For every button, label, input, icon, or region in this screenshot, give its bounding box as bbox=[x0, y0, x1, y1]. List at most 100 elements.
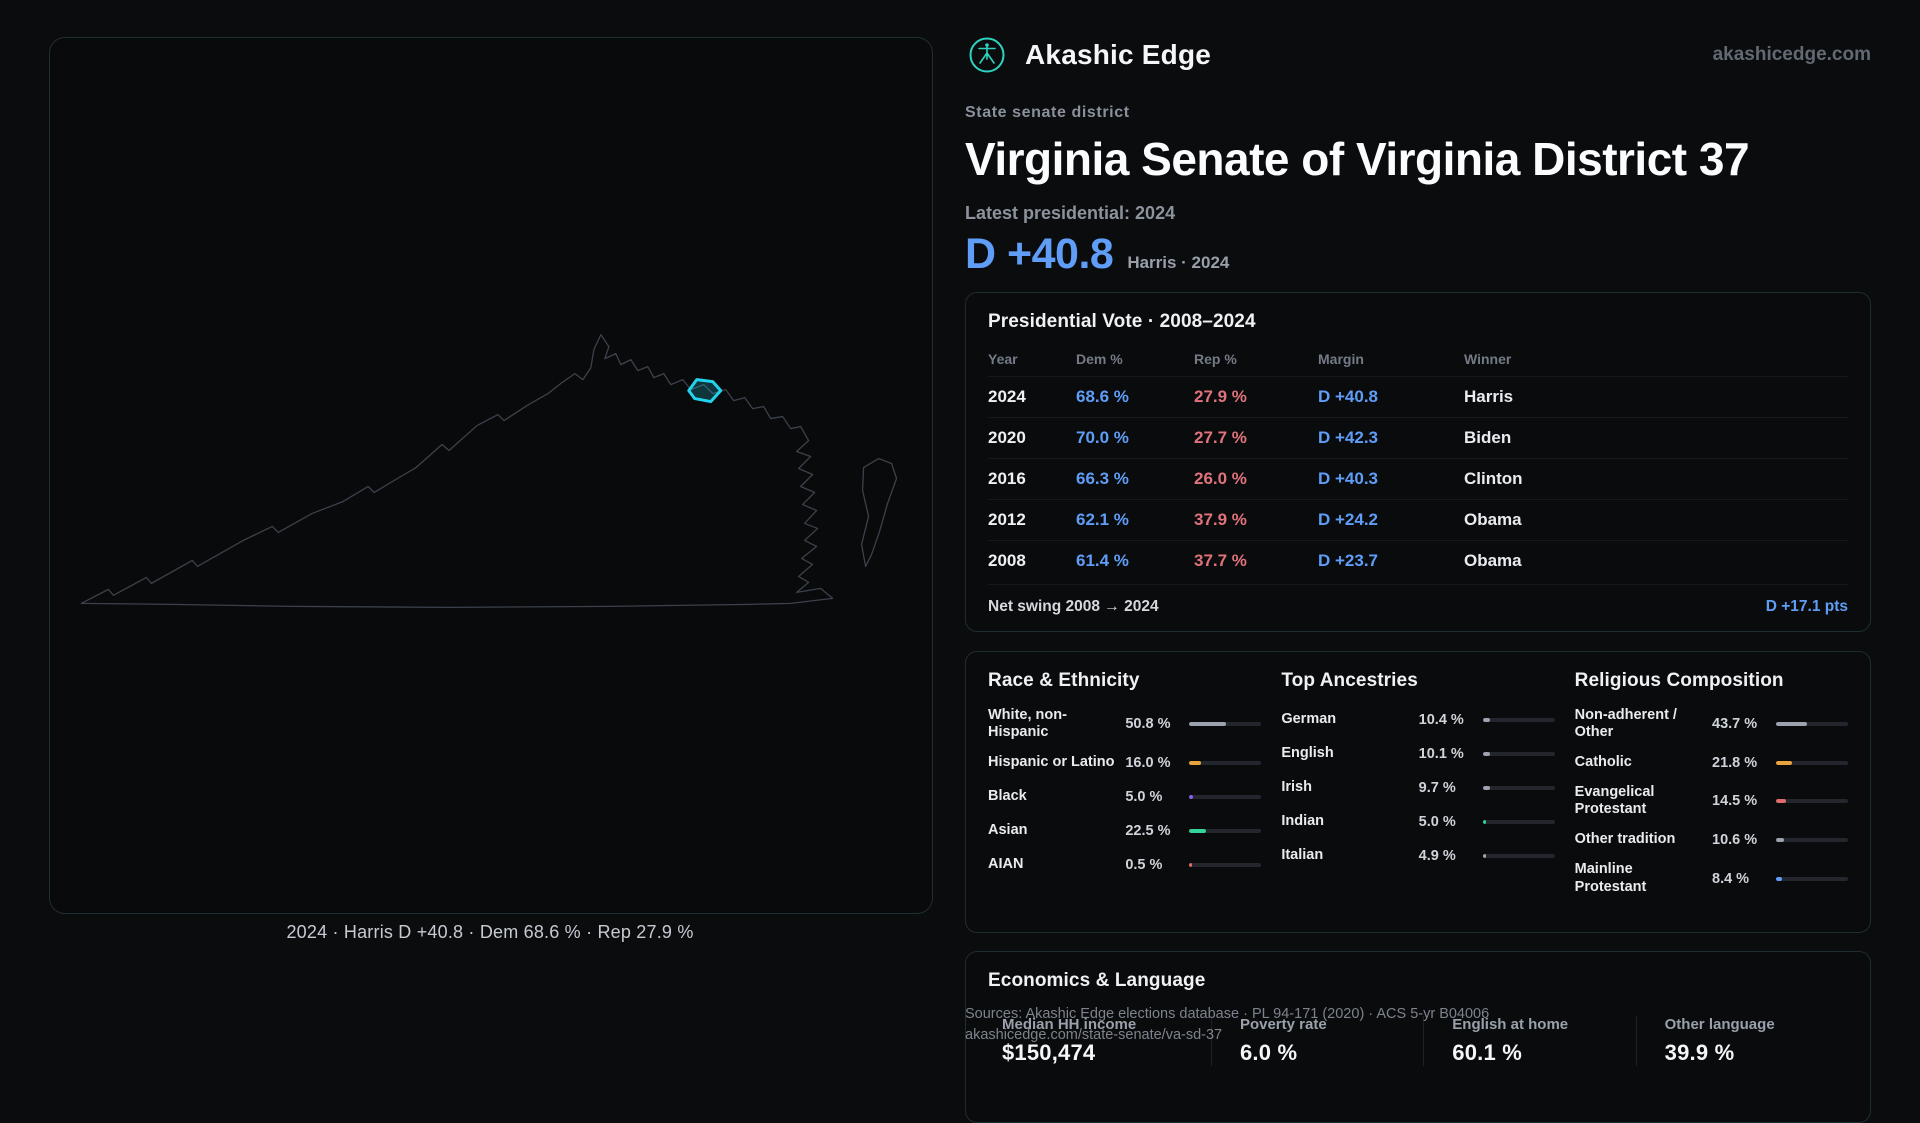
religion-column: Religious Composition Non-adherent / Oth… bbox=[1575, 670, 1848, 914]
cell-winner: Obama bbox=[1464, 551, 1522, 570]
col-winner: Winner bbox=[1464, 351, 1512, 367]
page: { "colors": { "dem": "#5f9df7", "rep": "… bbox=[49, 37, 1871, 1123]
demo-bar bbox=[1482, 853, 1555, 858]
cell-margin: D +40.3 bbox=[1318, 469, 1379, 488]
cell-rep-pct: 37.9 % bbox=[1194, 510, 1247, 529]
sources-line: Sources: Akashic Edge elections database… bbox=[965, 1006, 1490, 1022]
demo-item: English 10.1 % bbox=[1281, 741, 1555, 766]
district-shape[interactable] bbox=[687, 378, 723, 404]
presidential-table: Year Dem % Rep % Margin Winner 2024 68.6… bbox=[988, 345, 1848, 616]
cell-year: 2020 bbox=[988, 428, 1026, 447]
ancestries-column: Top Ancestries German 10.4 % English 10.… bbox=[1281, 670, 1555, 914]
demo-label: Hispanic or Latino bbox=[988, 754, 1115, 771]
stat-median-income: Median HH income $150,474 bbox=[988, 1016, 1211, 1066]
cell-margin: D +40.8 bbox=[1318, 387, 1379, 406]
stat-english-at-home: English at home 60.1 % bbox=[1423, 1016, 1635, 1066]
demo-bar bbox=[1482, 785, 1555, 790]
eastern-shore-outline bbox=[860, 457, 898, 568]
demo-value: 21.8 % bbox=[1712, 754, 1758, 771]
stat-value: 6.0 % bbox=[1239, 1040, 1298, 1065]
table-header-row: Year Dem % Rep % Margin Winner bbox=[988, 345, 1848, 376]
ancestries-title: Top Ancestries bbox=[1281, 670, 1418, 691]
cell-winner: Harris bbox=[1464, 387, 1514, 406]
demo-value: 10.4 % bbox=[1418, 711, 1464, 728]
demo-label: Asian bbox=[988, 822, 1028, 839]
cell-year: 2008 bbox=[988, 551, 1026, 570]
economics-title: Economics & Language bbox=[988, 970, 1206, 991]
demo-value: 14.5 % bbox=[1712, 793, 1758, 810]
brand-name: Akashic Edge bbox=[1025, 39, 1212, 70]
demo-bar bbox=[1482, 751, 1555, 756]
stat-value: 39.9 % bbox=[1664, 1040, 1735, 1065]
demo-item: Hispanic or Latino 16.0 % bbox=[988, 750, 1262, 775]
demo-bar bbox=[1776, 722, 1848, 727]
race-title: Race & Ethnicity bbox=[988, 670, 1140, 691]
district-type-label: State senate district bbox=[965, 104, 1130, 121]
demo-item: Black 5.0 % bbox=[988, 784, 1262, 809]
cell-dem-pct: 61.4 % bbox=[1076, 551, 1129, 570]
demo-item: Other tradition 10.6 % bbox=[1575, 827, 1848, 852]
demo-label: English bbox=[1281, 744, 1334, 761]
demo-label: Italian bbox=[1281, 846, 1324, 863]
district-map-panel bbox=[49, 37, 933, 914]
cell-dem-pct: 68.6 % bbox=[1076, 387, 1129, 406]
race-ethnicity-column: Race & Ethnicity White, non-Hispanic 50.… bbox=[988, 670, 1262, 914]
demo-label: Mainline Protestant bbox=[1574, 861, 1647, 895]
net-swing-value: D +17.1 pts bbox=[1765, 598, 1848, 615]
cell-year: 2016 bbox=[988, 469, 1026, 488]
demo-label: Catholic bbox=[1574, 754, 1632, 771]
table-row: 2008 61.4 % 37.7 % D +23.7 Obama bbox=[988, 540, 1848, 581]
religion-title: Religious Composition bbox=[1574, 670, 1784, 691]
cell-winner: Clinton bbox=[1464, 469, 1523, 488]
cell-dem-pct: 62.1 % bbox=[1076, 510, 1129, 529]
stat-value: $150,474 bbox=[1002, 1040, 1096, 1065]
demo-label: AIAN bbox=[988, 856, 1024, 873]
table-row: 2020 70.0 % 27.7 % D +42.3 Biden bbox=[988, 417, 1848, 458]
state-outline bbox=[80, 334, 834, 608]
demo-item: Italian 4.9 % bbox=[1281, 843, 1555, 868]
demo-item: Evangelical Protestant 14.5 % bbox=[1575, 784, 1848, 818]
permalink[interactable]: akashicedge.com/state-senate/va-sd-37 bbox=[965, 1027, 1223, 1043]
demo-item: Irish 9.7 % bbox=[1281, 775, 1555, 800]
demo-bar bbox=[1189, 862, 1262, 867]
demo-item: Mainline Protestant 8.4 % bbox=[1575, 861, 1848, 895]
cell-winner: Obama bbox=[1464, 510, 1522, 529]
latest-presidential-label: Latest presidential: 2024 bbox=[965, 203, 1176, 223]
brand-logo-icon bbox=[969, 37, 1005, 73]
demo-value: 0.5 % bbox=[1125, 856, 1163, 873]
demo-label: Non-adherent / Other bbox=[1574, 707, 1677, 741]
demo-label: Irish bbox=[1281, 778, 1312, 795]
cell-rep-pct: 27.7 % bbox=[1194, 428, 1247, 447]
stat-poverty-rate: Poverty rate 6.0 % bbox=[1210, 1016, 1423, 1066]
headline-margin: D +40.8 Harris · 2024 bbox=[965, 230, 1229, 279]
demo-label: Other tradition bbox=[1574, 831, 1676, 848]
demo-value: 43.7 % bbox=[1712, 716, 1758, 733]
cell-margin: D +24.2 bbox=[1318, 510, 1379, 529]
demo-bar bbox=[1189, 828, 1262, 833]
table-row: 2024 68.6 % 27.9 % D +40.8 Harris bbox=[988, 376, 1848, 417]
demo-item: Catholic 21.8 % bbox=[1575, 750, 1848, 775]
economics-stats: Median HH income $150,474 Poverty rate 6… bbox=[988, 1016, 1848, 1066]
demo-item: Indian 5.0 % bbox=[1281, 809, 1555, 834]
presidential-panel-title: Presidential Vote · 2008–2024 bbox=[988, 311, 1256, 332]
cell-winner: Biden bbox=[1464, 428, 1512, 447]
page-title: Virginia Senate of Virginia District 37 bbox=[965, 133, 1750, 185]
demo-bar bbox=[1189, 760, 1262, 765]
brand-domain-link[interactable]: akashicedge.com bbox=[1712, 44, 1871, 65]
demo-label: White, non-Hispanic bbox=[988, 707, 1067, 741]
table-row: 2016 66.3 % 26.0 % D +40.3 Clinton bbox=[988, 458, 1848, 499]
stat-other-language: Other language 39.9 % bbox=[1635, 1016, 1848, 1066]
col-margin: Margin bbox=[1318, 351, 1364, 367]
demo-value: 8.4 % bbox=[1712, 870, 1750, 887]
demo-value: 4.9 % bbox=[1418, 847, 1456, 864]
demo-bar bbox=[1189, 794, 1262, 799]
demo-bar bbox=[1189, 722, 1262, 727]
demo-label: Indian bbox=[1281, 812, 1325, 829]
col-rep: Rep % bbox=[1194, 351, 1237, 367]
cell-margin: D +23.7 bbox=[1318, 551, 1379, 570]
demo-value: 16.0 % bbox=[1125, 754, 1171, 771]
demo-bar bbox=[1776, 837, 1848, 842]
demographics-panel: Race & Ethnicity White, non-Hispanic 50.… bbox=[965, 651, 1871, 933]
cell-dem-pct: 70.0 % bbox=[1076, 428, 1129, 447]
virginia-map[interactable] bbox=[50, 38, 932, 913]
